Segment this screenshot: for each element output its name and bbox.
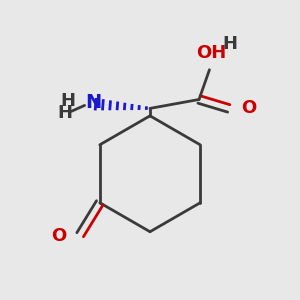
Text: O: O [52, 227, 67, 245]
Text: H: H [61, 92, 76, 110]
Text: H: H [58, 104, 73, 122]
Text: H: H [223, 35, 238, 53]
Text: OH: OH [196, 44, 226, 62]
Text: O: O [241, 99, 256, 117]
Text: N: N [85, 93, 102, 112]
